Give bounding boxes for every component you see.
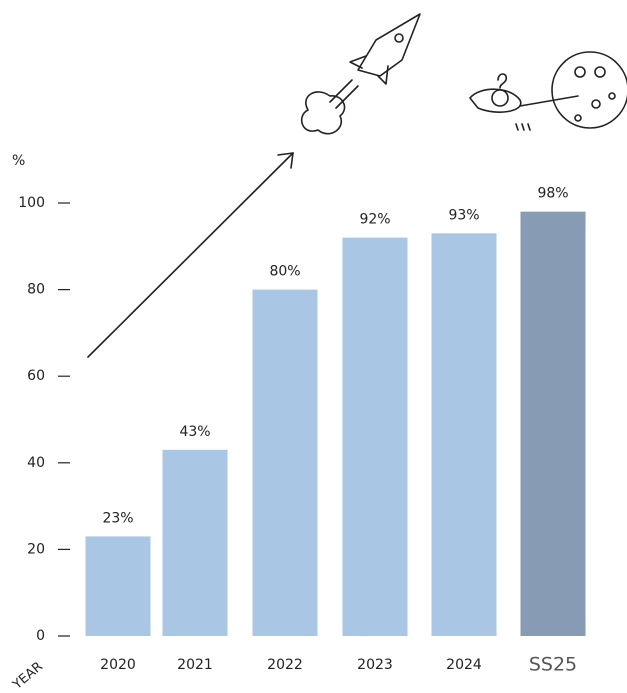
bar	[431, 233, 497, 636]
moon-icon	[469, 51, 627, 131]
y-tick-label: 60	[27, 368, 45, 384]
x-tick-label: 2024	[446, 657, 482, 673]
x-tick-label: 2023	[357, 657, 393, 673]
bar	[342, 237, 408, 636]
x-tick-label: 2021	[177, 657, 213, 673]
y-tick-label: 100	[18, 195, 45, 211]
value-label: 43%	[179, 424, 210, 440]
x-tick-label: SS25	[529, 654, 577, 676]
value-label: 80%	[269, 264, 300, 280]
rocket-icon	[300, 13, 421, 135]
y-axis-label: %	[12, 153, 25, 169]
value-label: 23%	[102, 510, 133, 526]
y-tick-label: 80	[27, 282, 45, 298]
y-tick-label: 40	[27, 455, 45, 471]
bar	[252, 289, 318, 636]
x-axis-label: YEAR	[9, 659, 46, 693]
y-tick-label: 0	[36, 628, 45, 644]
bar	[162, 449, 228, 636]
y-tick-label: 20	[27, 541, 45, 557]
value-label: 98%	[537, 186, 568, 202]
bar	[520, 211, 586, 636]
x-tick-label: 2022	[267, 657, 303, 673]
bar	[85, 536, 151, 636]
x-tick-label: 2020	[100, 657, 136, 673]
value-label: 92%	[359, 212, 390, 228]
growth-arrow	[87, 152, 294, 358]
value-label: 93%	[448, 207, 479, 223]
